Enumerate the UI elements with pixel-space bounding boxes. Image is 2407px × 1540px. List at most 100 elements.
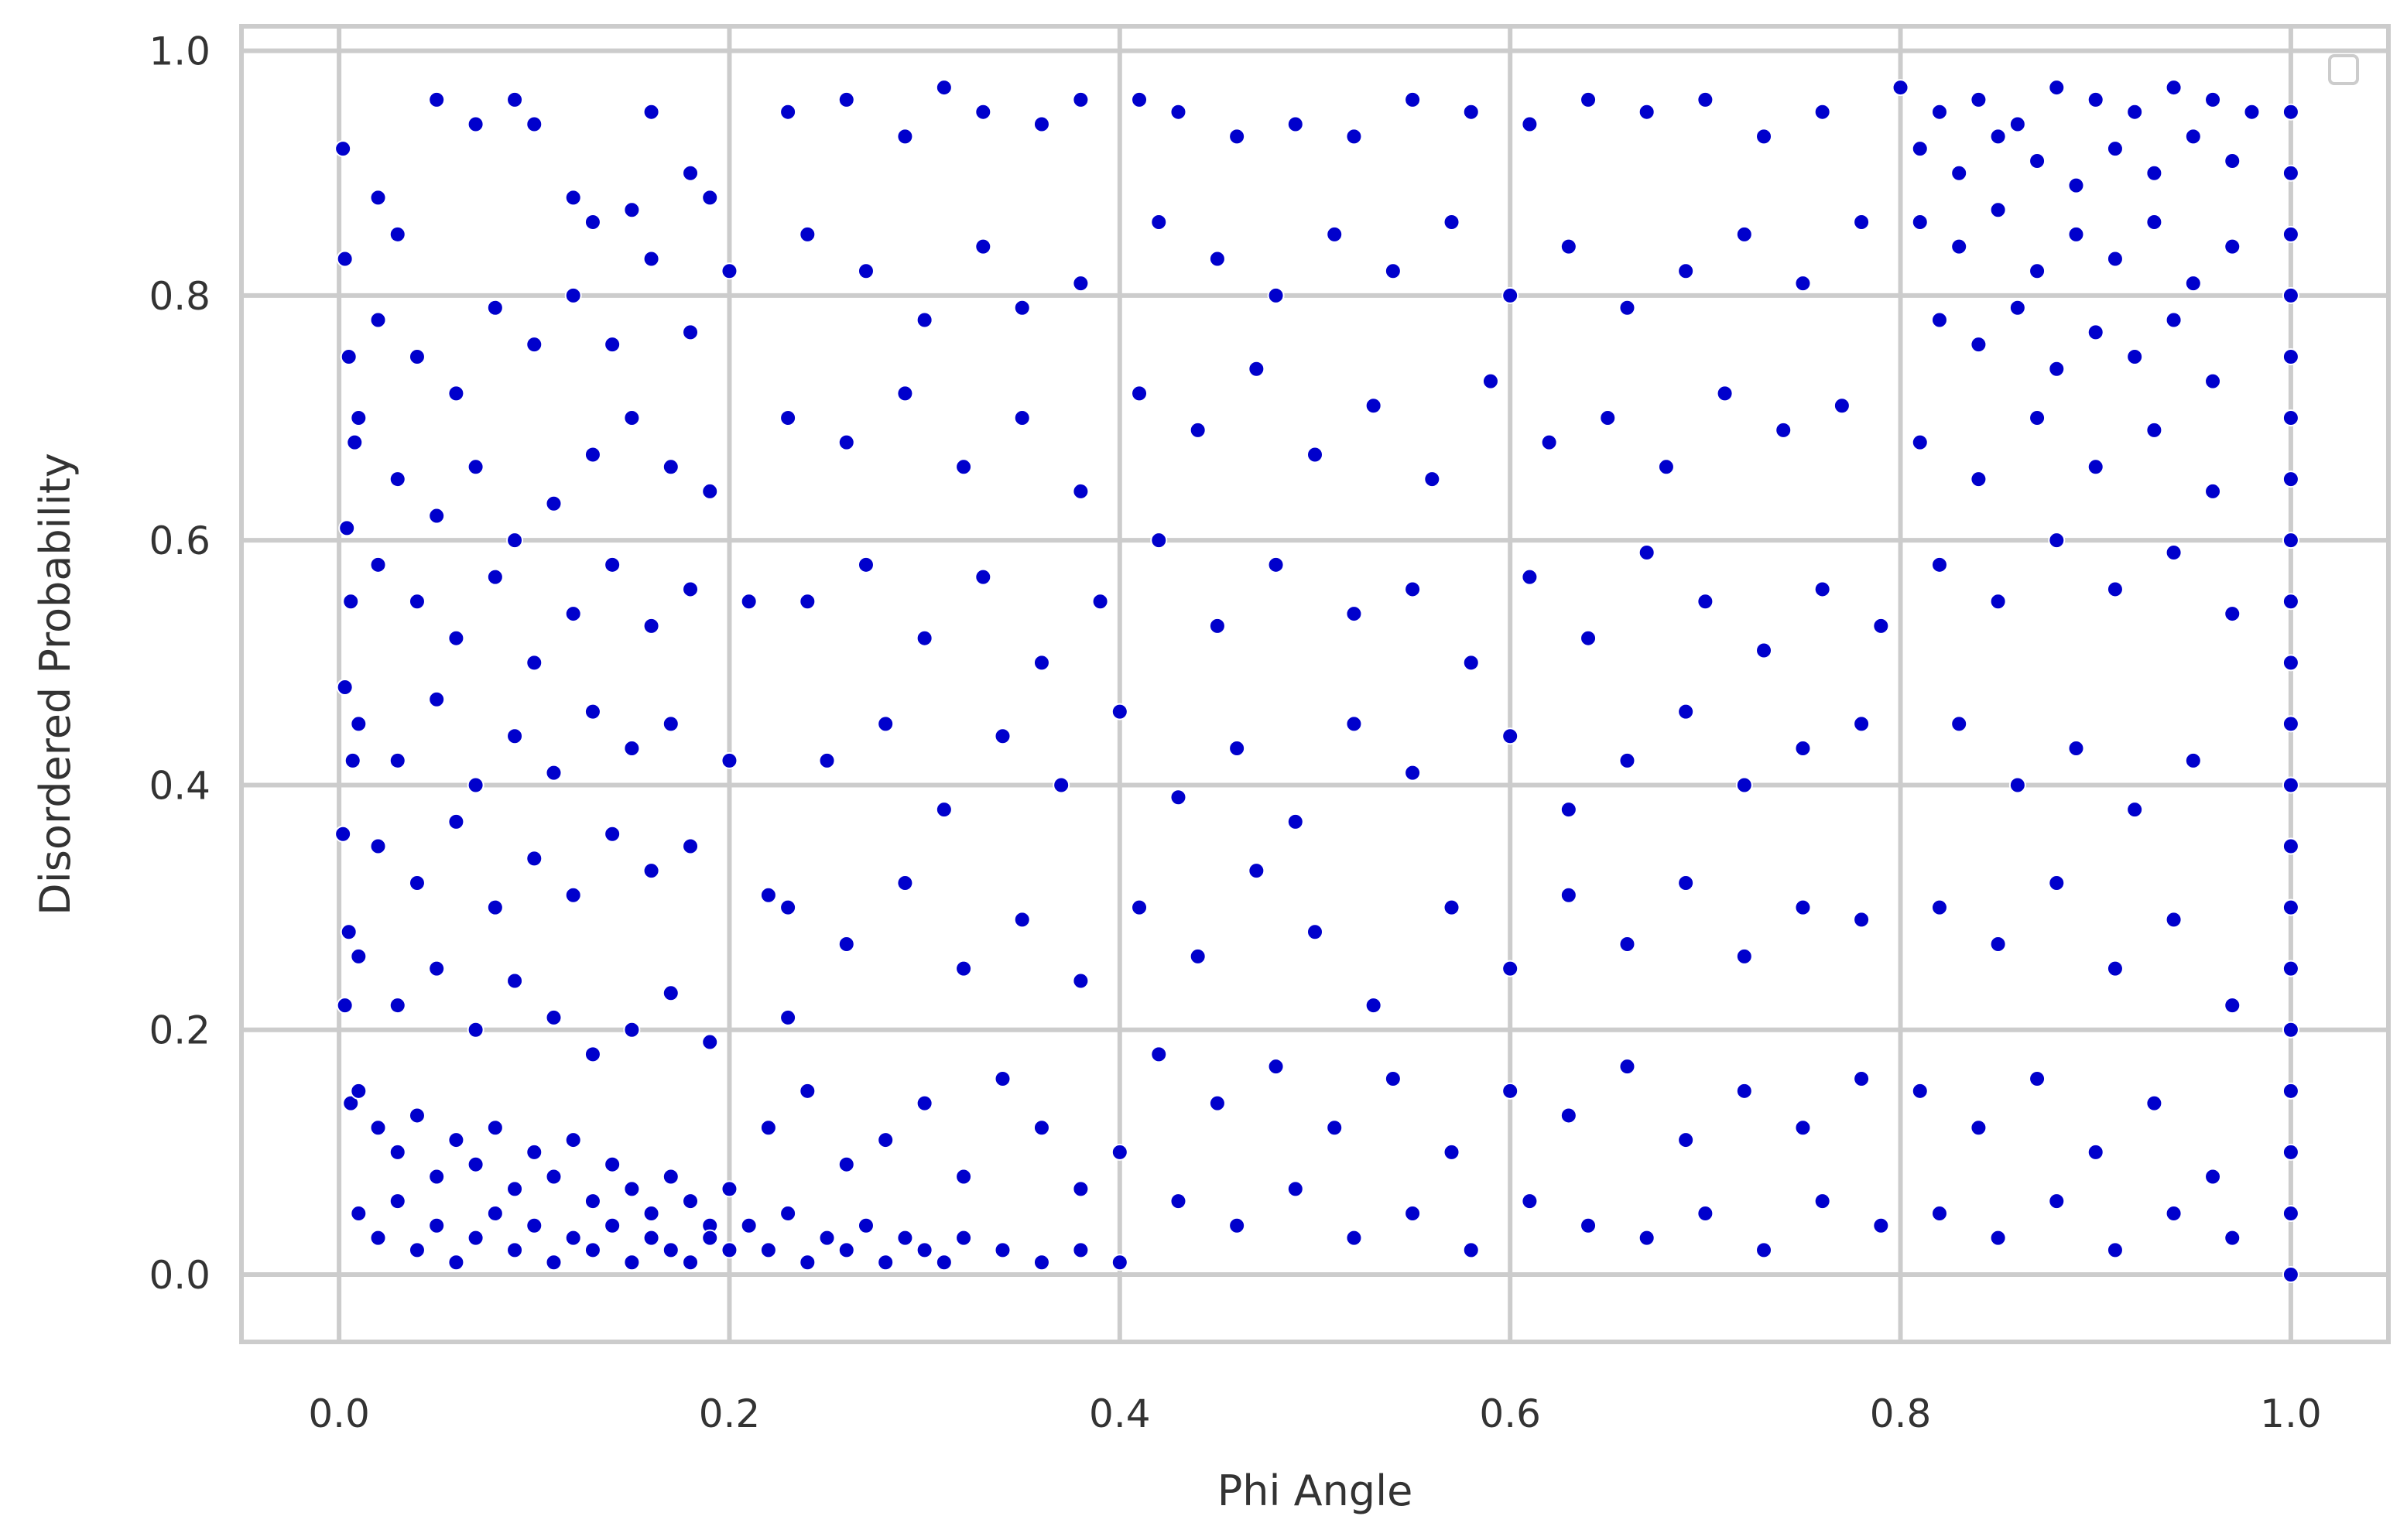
data-point [1657, 458, 1675, 476]
data-point [818, 1229, 836, 1247]
data-point [974, 103, 992, 121]
data-point [369, 556, 387, 573]
data-point [486, 1204, 504, 1222]
data-point [428, 507, 446, 525]
data-point [428, 91, 446, 108]
data-point [604, 1217, 621, 1234]
data-point [721, 1241, 738, 1259]
data-point [545, 1254, 563, 1271]
data-point [2029, 262, 2046, 280]
data-point [1169, 789, 1187, 806]
data-point [1481, 372, 1499, 390]
data-point [2282, 347, 2299, 365]
data-point [759, 1241, 777, 1259]
data-point [2106, 250, 2124, 268]
data-point [1677, 262, 1695, 280]
data-point [2282, 898, 2299, 916]
data-point [1501, 286, 1519, 304]
data-point [369, 1229, 387, 1247]
data-point [1989, 201, 2007, 219]
data-point [955, 1168, 973, 1186]
data-point [344, 751, 361, 769]
data-point [1970, 91, 1988, 108]
data-point [1228, 1217, 1246, 1234]
data-point [935, 79, 953, 97]
data-point [877, 1131, 895, 1149]
tick-labels: 0.0 0.2 0.4 0.6 0.8 1.0 0.0 0.2 0.4 0.6 0.8 1.0 [149, 29, 2321, 1436]
data-point [1345, 715, 1363, 733]
data-point [1794, 275, 1812, 293]
data-point [2067, 225, 2085, 243]
data-point [1872, 1217, 1890, 1234]
data-point [1930, 1204, 1948, 1222]
data-point [1794, 1119, 1812, 1137]
data-point [799, 593, 817, 611]
data-point [369, 189, 387, 207]
data-point [799, 1082, 817, 1100]
data-point [1697, 1204, 1714, 1222]
data-point [682, 837, 700, 855]
data-point [1364, 997, 1382, 1015]
data-point [389, 997, 406, 1015]
x-tick-label: 0.8 [1870, 1391, 1932, 1436]
data-point [467, 1021, 484, 1039]
data-point [994, 1241, 1012, 1259]
data-point [1208, 250, 1226, 268]
data-point [336, 678, 354, 696]
data-point [1208, 1094, 1226, 1112]
x-tick-label: 1.0 [2260, 1391, 2322, 1436]
data-point [1384, 262, 1402, 280]
data-point [447, 1254, 465, 1271]
data-point [2145, 214, 2163, 231]
data-point [1091, 593, 1109, 611]
x-axis-label: Phi Angle [1217, 1466, 1413, 1515]
data-point [604, 825, 621, 843]
data-point [2008, 115, 2026, 133]
data-point [526, 654, 543, 672]
data-point [564, 886, 582, 904]
data-point [877, 1254, 895, 1271]
data-point [1248, 360, 1265, 378]
data-point [1735, 225, 1753, 243]
y-tick-label: 0.8 [149, 274, 211, 319]
data-point [2282, 164, 2299, 182]
data-point [662, 1168, 680, 1186]
data-point [721, 1180, 738, 1198]
data-point [1443, 898, 1460, 916]
data-point [701, 1033, 719, 1051]
y-tick-label: 0.2 [149, 1008, 211, 1053]
data-point [486, 568, 504, 586]
data-point [2029, 409, 2046, 427]
data-point [1755, 128, 1773, 145]
data-point [1677, 1131, 1695, 1149]
data-point [369, 837, 387, 855]
data-point [1560, 238, 1577, 255]
data-point [2087, 458, 2104, 476]
data-point [916, 1241, 933, 1259]
data-point [1950, 715, 1968, 733]
data-point [350, 409, 368, 427]
data-point [1131, 898, 1149, 916]
data-point [467, 115, 484, 133]
data-point [896, 874, 914, 891]
data-point [721, 751, 738, 769]
data-point [2282, 1204, 2299, 1222]
data-point [1306, 923, 1323, 941]
data-point [1911, 1082, 1929, 1100]
data-point [2224, 1229, 2241, 1247]
data-point [467, 1229, 484, 1247]
data-point [2184, 128, 2202, 145]
data-point [642, 862, 660, 880]
data-point [1638, 103, 1655, 121]
data-point [2165, 544, 2183, 561]
data-point [779, 1008, 797, 1026]
data-point [338, 519, 356, 537]
data-point [389, 1193, 406, 1210]
data-point [1345, 128, 1363, 145]
data-point [1930, 311, 1948, 329]
data-point [740, 593, 758, 611]
data-point [1072, 91, 1090, 108]
data-point [857, 1217, 875, 1234]
data-point [1032, 1254, 1050, 1271]
data-point [2067, 740, 2085, 758]
